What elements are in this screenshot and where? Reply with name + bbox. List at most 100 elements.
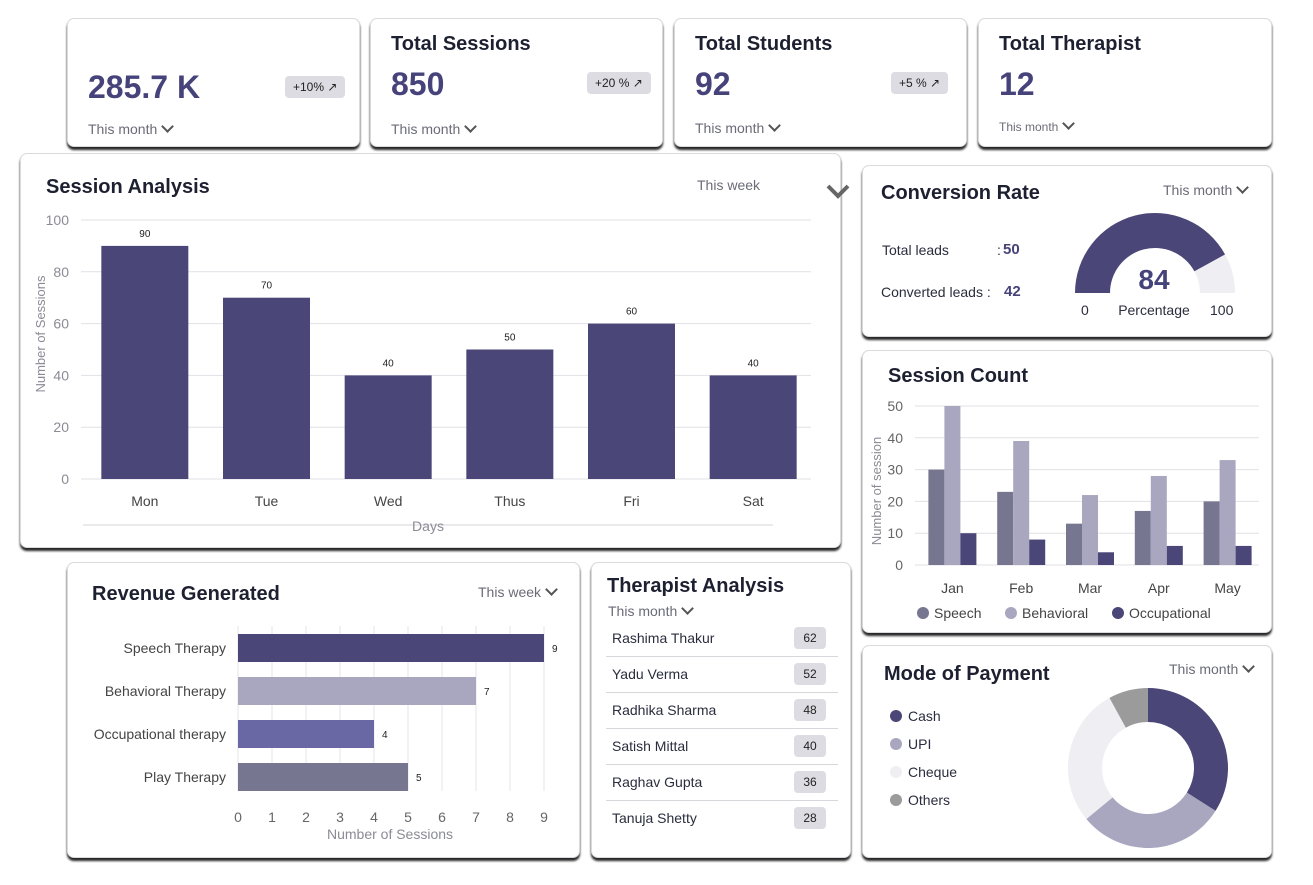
period-selector[interactable]: This month: [1163, 181, 1250, 198]
total-leads-separator: :: [997, 242, 1001, 258]
period-label: This month: [391, 121, 461, 137]
y-tick-label: Behavioral Therapy: [105, 683, 226, 699]
bar: [101, 245, 189, 479]
list-item[interactable]: Yadu Verma 52: [606, 657, 838, 693]
data-label: 4: [382, 730, 388, 741]
card-title: Mode of Payment: [884, 663, 1050, 685]
period-selector[interactable]: This month: [999, 117, 1076, 134]
x-tick-label: Apr: [1148, 580, 1170, 596]
trend-badge: +20 % ↗: [587, 72, 651, 94]
x-tick-label: Mar: [1078, 580, 1102, 596]
list-item[interactable]: Raghav Gupta 36: [606, 765, 838, 801]
bar: [997, 491, 1014, 565]
x-tick-label: Tue: [255, 493, 279, 509]
stat-value: 92: [695, 66, 731, 102]
trend-badge: +10% ↗: [285, 76, 346, 98]
card-title: Conversion Rate: [881, 182, 1040, 204]
y-tick-label: 20: [887, 493, 903, 509]
bar: [238, 634, 544, 662]
chevron-down-icon: [1062, 117, 1076, 130]
y-tick-label: 40: [53, 367, 69, 383]
legend-marker: [1112, 607, 1124, 619]
bar: [709, 375, 797, 479]
legend-item: Others: [890, 792, 950, 808]
chevron-down-icon: [464, 120, 478, 133]
x-tick-label: Wed: [374, 493, 403, 509]
list-item[interactable]: Radhika Sharma 48: [606, 693, 838, 729]
therapist-name: Raghav Gupta: [612, 774, 703, 790]
x-tick-label: Thus: [494, 493, 525, 509]
converted-leads-label: Converted leads :: [881, 284, 991, 300]
mode-of-payment-card: Mode of Payment This month Cash UPI Cheque…: [862, 645, 1272, 858]
therapist-analysis-card: Therapist Analysis This month Rashima Th…: [591, 562, 851, 858]
bar: [1066, 523, 1082, 565]
stat-card-total-therapist: Total Therapist 12 This month: [978, 18, 1272, 147]
revenue-generated-card: Revenue Generated This week 0 1 2 3 4 5 6 7 8 9 9 S…: [67, 562, 580, 858]
legend-label: Others: [908, 792, 951, 808]
bar: [1029, 539, 1046, 565]
period-selector[interactable]: This month: [391, 120, 478, 137]
y-tick-label: 30: [887, 462, 903, 478]
bar: [238, 720, 374, 748]
gauge-max: 100: [1210, 302, 1234, 318]
x-tick-label: May: [1214, 580, 1240, 596]
session-analysis-card: Session Analysis This week 0 20 40 60 80 100 9…: [20, 153, 841, 548]
period-label: This month: [608, 603, 678, 619]
chevron-down-icon: [1242, 660, 1256, 673]
legend-marker: [890, 738, 902, 750]
period-selector[interactable]: This week: [697, 177, 761, 193]
period-selector[interactable]: This week: [478, 583, 558, 600]
bar: [1203, 501, 1220, 565]
period-label: This month: [88, 121, 158, 137]
list-item[interactable]: Tanuja Shetty 28: [606, 801, 838, 837]
card-title: Revenue Generated: [92, 583, 280, 605]
therapist-name: Yadu Verma: [612, 666, 689, 682]
session-count-card: Session Count 0 10 20 30 40 50 Jan Feb Mar Apr May…: [862, 350, 1272, 633]
therapist-name: Rashima Thakur: [612, 630, 715, 646]
y-tick-label: 60: [53, 316, 69, 332]
chevron-down-icon: [161, 120, 175, 133]
legend-marker: [890, 710, 902, 722]
legend-label: Occupational: [1129, 605, 1211, 621]
period-selector[interactable]: This month: [608, 602, 695, 619]
y-tick-label: Speech Therapy: [124, 640, 226, 656]
data-label: 40: [748, 358, 760, 369]
card-title: Session Count: [888, 365, 1029, 387]
list-item[interactable]: Rashima Thakur 62: [606, 621, 838, 657]
legend-label: Cash: [908, 708, 941, 724]
x-tick-label: Fri: [623, 493, 639, 509]
period-selector[interactable]: This month: [1169, 660, 1256, 677]
y-tick-label: 10: [887, 525, 903, 541]
data-label: 90: [139, 229, 151, 240]
session-count-badge: 36: [794, 771, 826, 793]
y-tick-label: 0: [61, 471, 69, 487]
bar: [1134, 510, 1151, 565]
x-tick-label: Mon: [131, 493, 158, 509]
x-tick-label: 1: [268, 809, 276, 825]
y-axis-title: Number of session: [869, 437, 884, 545]
y-tick-label: 50: [887, 398, 903, 414]
bar: [1219, 460, 1236, 565]
data-label: 9: [552, 644, 558, 655]
x-tick-label: Jan: [941, 580, 964, 596]
period-label: This month: [1163, 182, 1233, 198]
collapse-chevron-icon[interactable]: [825, 183, 851, 201]
legend-marker: [917, 607, 929, 619]
gauge-label: Percentage: [1118, 302, 1190, 318]
period-selector[interactable]: This month: [695, 119, 782, 136]
bar: [960, 533, 977, 565]
bar: [466, 349, 554, 479]
period-selector[interactable]: This month: [88, 120, 175, 137]
gauge-value: 84: [1138, 264, 1170, 295]
stat-value: 285.7 K: [88, 69, 201, 105]
data-label: 5: [416, 773, 422, 784]
chevron-down-icon: [768, 119, 782, 132]
x-tick-label: 7: [472, 809, 480, 825]
session-count-badge: 40: [794, 735, 826, 757]
list-item[interactable]: Satish Mittal 40: [606, 729, 838, 765]
legend-label: Speech: [934, 605, 981, 621]
legend-item: Cash: [890, 708, 941, 724]
trend-badge: +5 % ↗: [891, 72, 949, 94]
session-count-badge: 48: [794, 699, 826, 721]
x-tick-label: 0: [234, 809, 242, 825]
